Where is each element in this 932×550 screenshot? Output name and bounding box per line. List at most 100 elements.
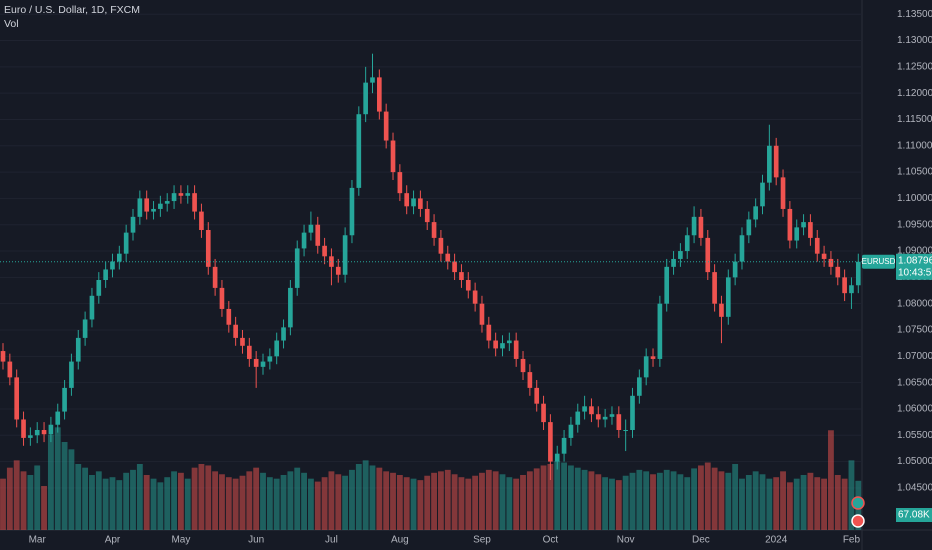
volume-bar [0, 478, 6, 530]
y-tick-label: 1.08000 [897, 298, 932, 309]
volume-value-label: 67.08K [898, 510, 930, 521]
volume-bar [526, 471, 533, 530]
volume-bar [143, 475, 150, 530]
volume-bar [574, 467, 581, 530]
candle-body [158, 203, 163, 209]
y-tick-label: 1.11500 [897, 114, 932, 125]
candle-body [123, 232, 129, 254]
volume-bar [6, 467, 13, 530]
volume-bar [472, 475, 479, 530]
volume-bar [47, 434, 54, 530]
volume-bar [41, 486, 47, 530]
candle-body [595, 414, 601, 420]
volume-bar [417, 480, 424, 530]
volume-bar [20, 471, 27, 530]
candle-body [582, 406, 587, 412]
volume-bar [492, 471, 499, 530]
candle-body [739, 235, 745, 262]
volume-bar [198, 464, 205, 530]
volume-bar [280, 475, 287, 530]
volume-bar [150, 478, 157, 530]
volume-bar [328, 471, 335, 530]
volume-bar [793, 478, 800, 530]
candle-layer [0, 53, 862, 480]
candle-body [308, 224, 314, 233]
candle-body [821, 253, 827, 259]
candle-body [48, 424, 54, 435]
event-icon[interactable] [851, 496, 865, 510]
volume-bar [609, 478, 615, 530]
x-tick-label: Jun [248, 535, 264, 546]
volume-bar [800, 475, 807, 530]
candle-body [801, 222, 806, 228]
candle-body [773, 145, 779, 178]
candle-body [151, 208, 156, 212]
candle-body [62, 387, 67, 412]
volume-bar [458, 477, 465, 530]
volume-bar [581, 469, 588, 530]
volume-bar [629, 472, 636, 530]
candle-body [103, 269, 108, 280]
candle-body [397, 172, 403, 194]
candle-body [465, 280, 471, 291]
volume-bar [95, 471, 102, 530]
candle-body [609, 414, 615, 417]
candle-body [69, 361, 74, 388]
last-price-label: 1.08796 [898, 255, 932, 266]
volume-bar [191, 467, 198, 530]
volume-bar [739, 478, 745, 530]
candle-body [452, 261, 457, 273]
chart-title: Euro / U.S. Dollar, 1D, FXCM [4, 4, 140, 16]
volume-bar [246, 471, 253, 530]
volume-bar [362, 460, 369, 530]
volume-bar [636, 469, 643, 530]
candle-body [226, 308, 232, 325]
volume-bar [540, 465, 547, 530]
candle-body [657, 303, 663, 359]
candle-body [89, 295, 95, 320]
volume-bar [54, 427, 61, 530]
candle-body [377, 77, 382, 112]
candle-body [55, 411, 61, 425]
candle-body [705, 237, 711, 273]
volume-bar [691, 468, 698, 530]
candle-body [144, 198, 150, 212]
candle-body [7, 361, 13, 378]
volume-bar [266, 477, 273, 530]
y-tick-label: 1.10500 [897, 167, 932, 178]
candle-body [548, 422, 553, 462]
candle-body [575, 411, 581, 425]
volume-bar [465, 478, 472, 530]
event-icon[interactable] [851, 514, 865, 528]
volume-bar [396, 475, 403, 530]
volume-bar [376, 467, 383, 530]
candle-body [459, 272, 464, 280]
y-tick-label: 1.05000 [897, 456, 932, 467]
volume-bar [287, 471, 294, 530]
x-tick-label: Apr [105, 535, 121, 546]
x-tick-label: 2024 [765, 535, 788, 546]
volume-bar [75, 464, 82, 530]
candle-body [753, 206, 758, 220]
candle-body [780, 177, 786, 209]
candle-body [623, 430, 628, 431]
candle-body [561, 437, 567, 454]
volume-bar [82, 467, 89, 530]
volume-bar [273, 478, 280, 530]
candle-body [712, 272, 717, 304]
volume-bar [301, 472, 307, 530]
volume-bar [184, 478, 191, 530]
volume-bar [13, 460, 20, 530]
candle-body [137, 198, 143, 217]
volume-bar [123, 472, 130, 530]
candle-body [684, 235, 690, 252]
volume-bar [533, 468, 540, 530]
volume-bar [650, 474, 656, 530]
volume-bar [841, 478, 848, 530]
candle-body [513, 340, 519, 359]
volume-bar [403, 477, 410, 530]
candle-body [281, 327, 286, 341]
volume-bar [814, 477, 821, 530]
candle-body [794, 227, 800, 241]
